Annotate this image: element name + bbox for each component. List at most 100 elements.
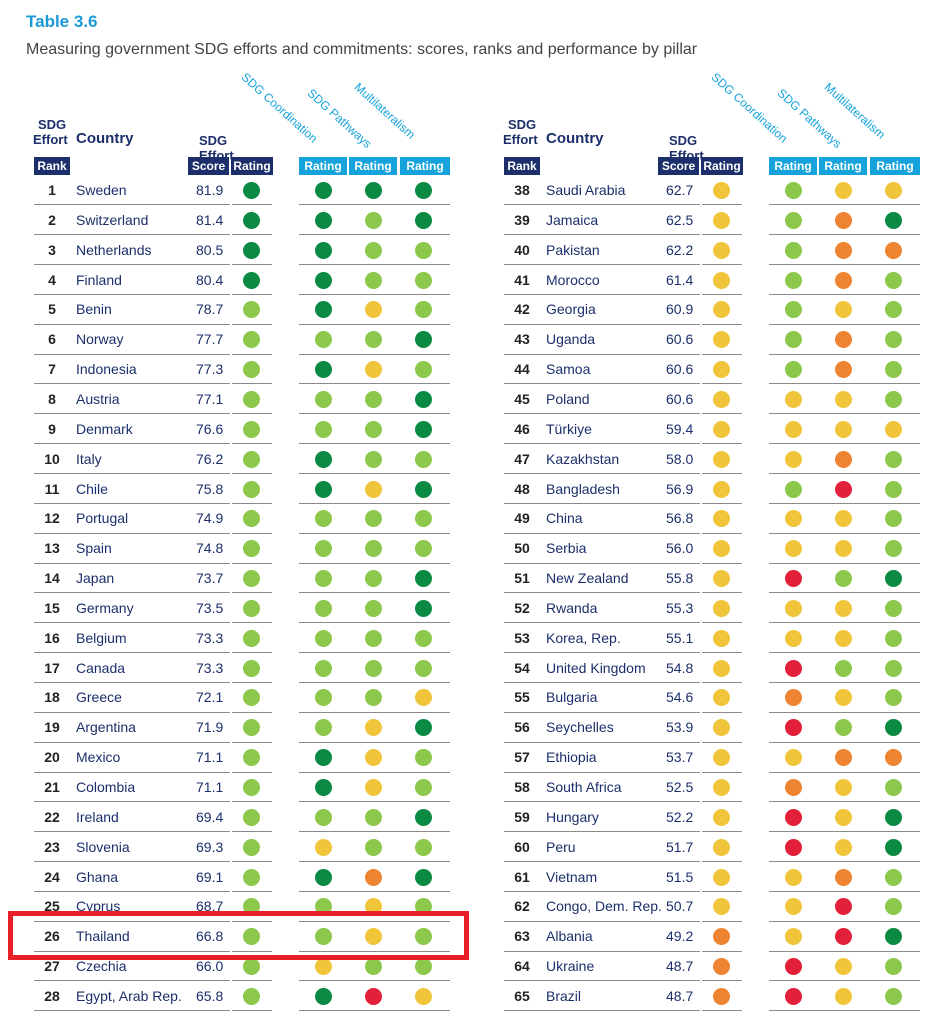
row-separator — [702, 861, 742, 863]
sdg-coordination-dot — [785, 629, 802, 647]
sdg-pathways-dot — [835, 868, 852, 886]
score-cell: 56.8 — [666, 510, 694, 527]
score-cell: 71.1 — [196, 779, 224, 795]
sdg-effort-rating-dot — [713, 838, 730, 856]
row-separator — [232, 711, 272, 713]
row-separator — [299, 443, 450, 445]
sdg-pathways-dot — [835, 182, 852, 199]
row-separator — [34, 234, 230, 236]
score-cell: 58.0 — [666, 450, 694, 467]
sdg-pathways-dot — [835, 928, 852, 946]
sdg-effort-rating-dot — [713, 779, 730, 796]
rank-cell: 11 — [44, 480, 60, 497]
row-separator — [299, 652, 450, 654]
row-separator — [702, 950, 742, 952]
rank-cell: 55 — [514, 689, 530, 706]
sdg-pathways-dot — [365, 271, 382, 289]
pillar2-rating-pill: Rating — [349, 157, 397, 175]
sdg-pathways-dot — [835, 420, 852, 438]
sdg-effort-rating-dot — [713, 599, 730, 617]
row-separator — [504, 353, 700, 355]
sdg-pathways-dot — [835, 749, 852, 767]
row-separator — [299, 562, 450, 564]
rank-pill: Rank — [504, 157, 540, 175]
rank-cell: 23 — [44, 838, 60, 855]
row-separator — [232, 443, 272, 445]
sdg-coordination-dot — [315, 331, 332, 349]
sdg-coordination-dot — [785, 301, 802, 319]
table-row: 60 Peru 51.7 — [470, 832, 930, 862]
multilateralism-dot — [415, 659, 432, 677]
row-separator — [702, 502, 742, 504]
sdg-coordination-dot — [785, 271, 802, 289]
multilateralism-dot — [415, 211, 432, 229]
sdg-effort-rating-dot — [713, 361, 730, 379]
row-separator — [504, 1010, 700, 1012]
row-separator — [232, 383, 272, 385]
sdg-pathways-dot — [835, 241, 852, 259]
rank-cell: 54 — [514, 659, 530, 676]
sdg-effort-rating-dot — [243, 331, 260, 349]
sdg-effort-rating-dot — [713, 987, 730, 1005]
table-row: 26 Thailand 66.8 — [0, 921, 460, 951]
row-separator — [702, 890, 742, 892]
rank-cell: 14 — [44, 570, 60, 587]
row-separator — [504, 443, 700, 445]
score-cell: 74.9 — [196, 510, 224, 527]
sdg-coordination-dot — [785, 540, 802, 558]
score-cell: 52.2 — [666, 808, 694, 825]
sdg-pathways-dot — [365, 420, 382, 438]
rank-cell: 4 — [48, 271, 56, 288]
sdg-effort-rating-dot — [243, 838, 260, 856]
rank-cell: 25 — [44, 898, 60, 915]
sdg-effort-rating-dot — [243, 689, 260, 707]
table-row: 11 Chile 75.8 — [0, 474, 460, 504]
sdg-pathways-dot — [835, 629, 852, 647]
multilateralism-dot — [885, 211, 902, 229]
sdg-effort-rating-dot — [713, 331, 730, 349]
row-separator — [34, 443, 230, 445]
row-separator — [232, 473, 272, 474]
table-row: 13 Spain 74.8 — [0, 533, 460, 563]
sdg-effort-rating-dot — [713, 480, 730, 498]
sdg-coordination-dot — [315, 211, 332, 229]
table-row: 47 Kazakhstan 58.0 — [470, 444, 930, 474]
sdg-effort-rating-dot — [713, 629, 730, 647]
score-cell: 77.1 — [196, 390, 224, 407]
sdg-coordination-dot — [315, 390, 332, 408]
table-row: 48 Bangladesh 56.9 — [470, 474, 930, 504]
sdg-effort-label-line2: Effort — [33, 132, 68, 147]
row-separator — [232, 950, 272, 952]
sdg-effort-rating-dot — [713, 898, 730, 916]
table-row: 5 Benin 78.7 — [0, 294, 460, 324]
row-separator — [232, 861, 272, 863]
sdg-pathways-dot — [835, 808, 852, 826]
sdg-pathways-dot — [835, 540, 852, 558]
multilateralism-dot — [415, 182, 432, 199]
country-cell: Portugal — [76, 510, 129, 527]
rank-cell: 64 — [514, 958, 530, 975]
row-separator — [232, 293, 272, 295]
country-cell: Hungary — [546, 808, 599, 825]
sdg-pathways-dot — [365, 182, 382, 199]
table-row: 44 Samoa 60.6 — [470, 354, 930, 384]
score-cell: 72.1 — [196, 689, 224, 706]
row-separator — [504, 681, 700, 683]
sdg-pathways-dot — [365, 838, 382, 856]
country-cell: Egypt, Arab Rep. — [76, 987, 182, 1004]
sdg-effort-rating-dot — [243, 719, 260, 737]
country-cell: Mexico — [76, 749, 121, 766]
table-row: 8 Austria 77.1 — [0, 384, 460, 414]
sdg-coordination-dot — [315, 838, 332, 856]
table-row: 27 Czechia 66.0 — [0, 951, 460, 981]
row-separator — [504, 502, 700, 504]
row-separator — [504, 741, 700, 743]
row-separator — [504, 383, 700, 385]
row-separator — [504, 532, 700, 534]
country-header: Country — [76, 130, 134, 147]
sdg-coordination-dot — [315, 361, 332, 379]
rank-cell: 19 — [44, 719, 60, 736]
row-separator — [769, 681, 920, 683]
row-separator — [769, 1010, 920, 1012]
score-cell: 71.1 — [196, 749, 224, 766]
